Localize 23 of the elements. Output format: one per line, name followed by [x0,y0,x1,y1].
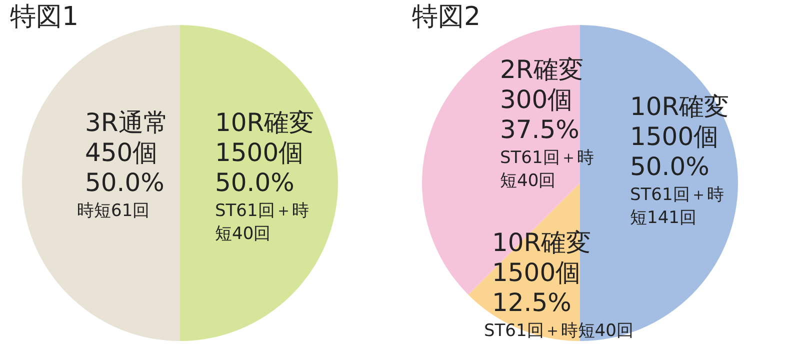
text: 300個 [500,85,573,115]
pie-slice [180,25,338,341]
slice-label: 10R確変 [492,228,592,258]
text: ST61回＋時短40回 [484,320,634,343]
text: ST61回＋時短40回 [215,200,310,246]
text: 1500個 [215,138,304,168]
text: ST61回＋時短141回 [630,184,725,230]
slice-label: 10R確変 [630,92,730,122]
text: 450個 [85,138,158,168]
text: 時短61回 [77,200,150,223]
text: ST61回＋時短40回 [500,147,595,193]
data-label: 50.0% [630,152,710,182]
slice-label: 3R通常 [85,108,168,138]
text: 1500個 [630,122,719,152]
data-label: 37.5% [500,115,580,145]
text: 1500個 [492,258,581,288]
data-label: 50.0% [85,168,164,198]
chart-title: 特図1 [10,2,79,32]
slice-label: 2R確変 [500,55,584,85]
chart-title: 特図2 [412,2,481,32]
data-label: 50.0% [215,168,294,198]
data-label: 12.5% [492,288,572,318]
slice-label: 10R確変 [215,108,314,138]
